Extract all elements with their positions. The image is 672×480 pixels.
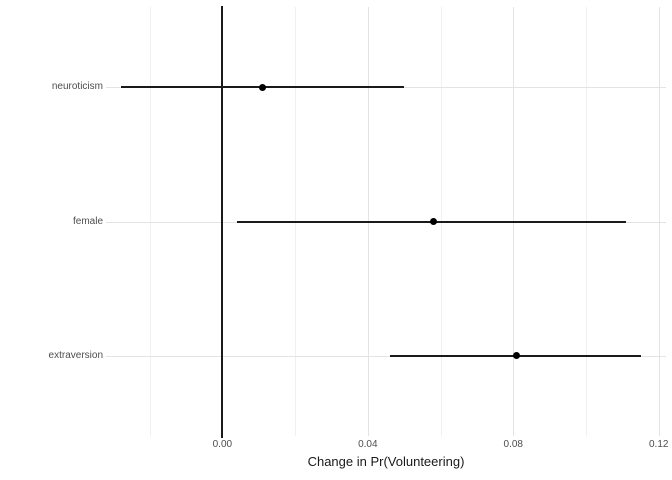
gridline-horizontal — [106, 355, 666, 357]
zero-reference-line — [221, 6, 224, 438]
x-axis-tick-label: 0.04 — [358, 439, 378, 450]
x-axis-tick-label: 0.08 — [503, 439, 523, 450]
point-estimate-dot — [513, 352, 521, 360]
point-estimate-dot — [429, 218, 437, 225]
point-estimate-dot — [258, 83, 266, 91]
x-axis-title: Change in Pr(Volunteering) — [307, 454, 465, 469]
y-axis-label: female — [72, 215, 103, 227]
plot-panel — [106, 6, 666, 438]
x-axis-tick-label: 0.00 — [212, 439, 233, 450]
y-axis-labels: neuroticism female extraversion — [0, 7, 103, 436]
x-axis-tick-label: 0.12 — [648, 439, 669, 450]
y-axis-label: neuroticism — [51, 81, 103, 93]
x-axis-tick-labels: 0.00 0.04 0.08 0.12 — [106, 439, 669, 452]
y-axis-label: extraversion — [48, 349, 103, 361]
